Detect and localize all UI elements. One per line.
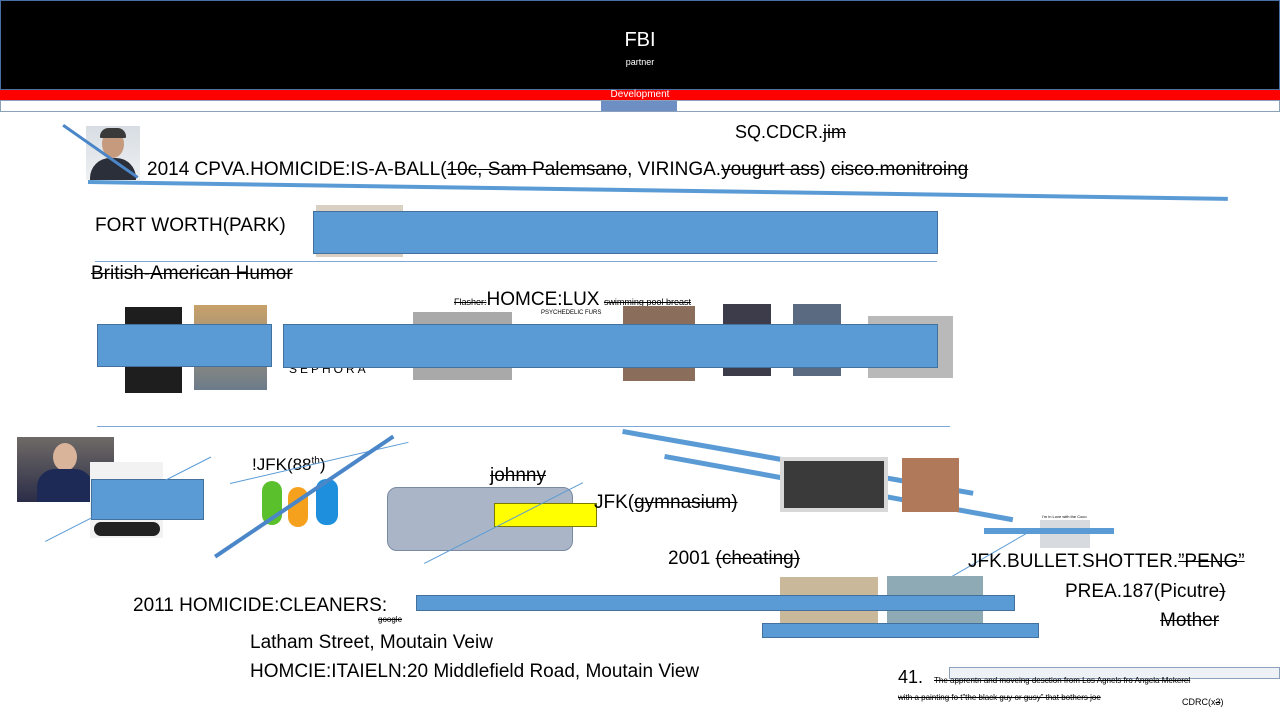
subbar-fill xyxy=(601,101,677,111)
tiny-caption: I'm in Love with the Coco xyxy=(1042,514,1087,519)
mother-label: Mother xyxy=(1160,610,1220,631)
johnny-label: johnny xyxy=(490,465,546,486)
humor-label: British-American Humor xyxy=(91,263,293,284)
photo-small xyxy=(1040,520,1090,548)
strike-line-2 xyxy=(214,434,395,559)
photo-fighter xyxy=(902,458,959,512)
dancing-figures-art xyxy=(258,475,348,535)
small-blue-bar xyxy=(984,528,1114,534)
year-2001-label: 2001 (cheating) xyxy=(668,548,801,569)
header-subtitle: partner xyxy=(625,57,655,67)
itaieln-address: HOMCIE:ITAIELN:20 Middlefield Road, Mout… xyxy=(250,661,700,682)
sq-cdcr-label: SQ.CDCR.jim xyxy=(735,122,847,142)
redaction-box-left xyxy=(97,324,272,367)
note-line-1: The apprentn and moveing desction from L… xyxy=(934,676,1191,685)
yellow-highlight-box xyxy=(494,503,597,527)
thin-divider xyxy=(95,261,937,262)
number-41: 41. xyxy=(898,667,924,687)
jfk-gymnasium-label: JFK(gymnasium) xyxy=(594,492,738,513)
divider-line-blue xyxy=(87,180,1228,201)
redaction-strip-2 xyxy=(762,623,1039,638)
latham-address: Latham Street, Moutain Veiw xyxy=(250,632,493,653)
psychedelic-furs-label: PSYCHEDELIC FURS xyxy=(541,310,602,316)
note-line-2: with a painting fo t”the black guy or gu… xyxy=(898,693,1101,702)
redaction-box-wide xyxy=(283,324,938,368)
prea-187-label: PREA.187(Picutre) xyxy=(1065,581,1226,602)
fort-worth-label: FORT WORTH(PARK) xyxy=(95,215,286,236)
photo-tv xyxy=(780,457,888,512)
redaction-box xyxy=(313,211,938,254)
header-title: FBI xyxy=(624,29,656,51)
header-banner: FBI partner xyxy=(0,0,1280,90)
redaction-strip xyxy=(416,595,1015,611)
jfk88-label: !JFK(88th) xyxy=(252,455,326,474)
homce-lux-line: Flasher:HOMCE:LUX swimming pool breast xyxy=(454,289,691,310)
homicide-cleaners-label: 2011 HOMICIDE:CLEANERS: xyxy=(133,595,388,616)
cpva-homicide-line: 2014 CPVA.HOMICIDE:IS-A-BALL(10c, Sam Pa… xyxy=(147,159,969,180)
thin-divider-2 xyxy=(97,426,950,427)
portrait-photo-man xyxy=(86,126,140,180)
cdrc-label: CDRC(x3) xyxy=(1182,697,1224,707)
progress-subbar xyxy=(0,100,1280,112)
redaction-box-small xyxy=(91,479,204,520)
jfk-bullet-shotter-label: JFK.BULLET.SHOTTER.”PENG” xyxy=(968,551,1245,572)
development-bar: Development xyxy=(0,90,1280,100)
google-label: google xyxy=(378,615,403,624)
